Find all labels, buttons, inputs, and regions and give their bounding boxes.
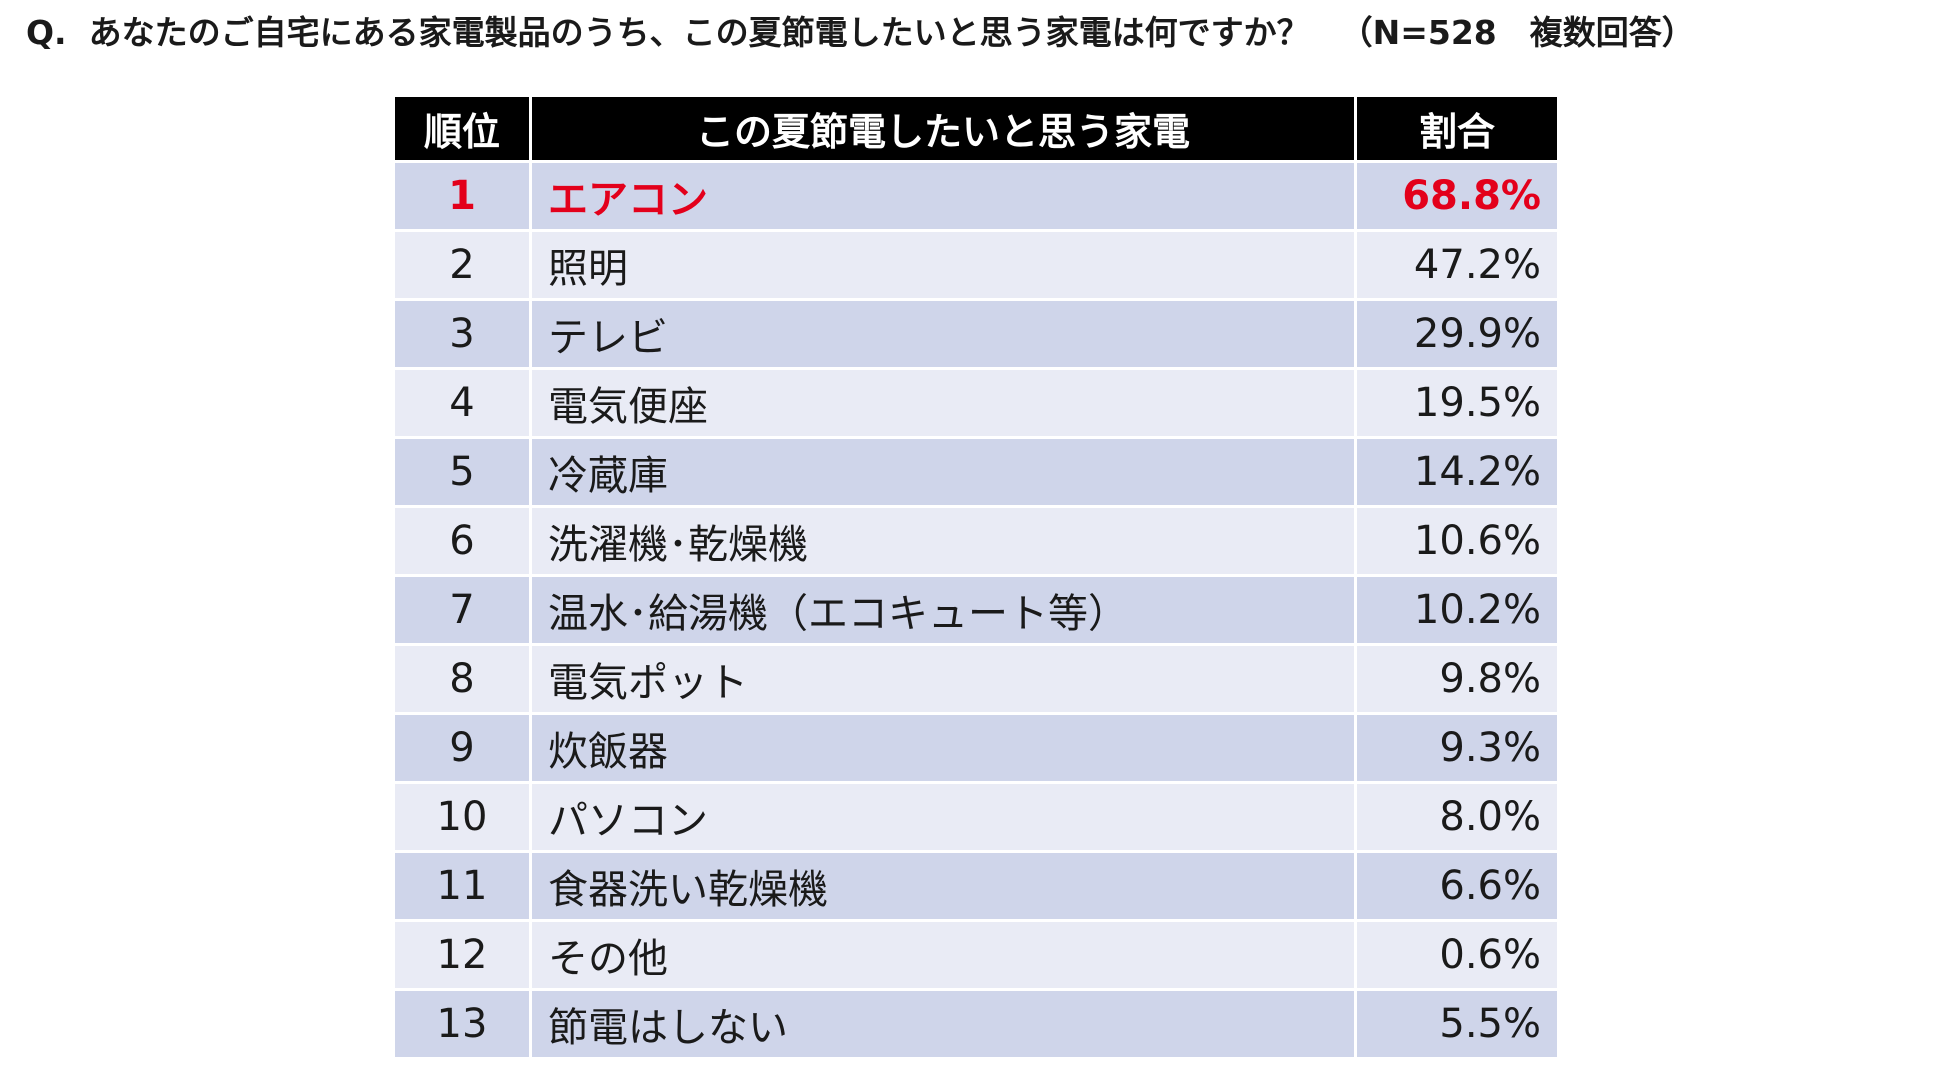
rank-cell: 1	[392, 160, 532, 232]
pct-cell: 29.9%	[1354, 298, 1560, 370]
pct-cell: 6.6%	[1354, 850, 1560, 922]
table-row: 12 その他 0.6%	[392, 919, 1560, 991]
table-row: 8 電気ポット 9.8%	[392, 643, 1560, 715]
question-prefix: Q.	[26, 13, 67, 52]
rank-cell: 8	[392, 643, 532, 715]
item-cell: 電気便座	[529, 367, 1357, 439]
pct-cell: 10.6%	[1354, 505, 1560, 577]
rank-cell: 13	[392, 988, 532, 1060]
table-row: 11 食器洗い乾燥機 6.6%	[392, 850, 1560, 922]
table-row: 3 テレビ 29.9%	[392, 298, 1560, 370]
rank-cell: 3	[392, 298, 532, 370]
question-note: （N=528 複数回答）	[1339, 13, 1695, 52]
item-cell: 炊飯器	[529, 712, 1357, 784]
rank-cell: 9	[392, 712, 532, 784]
table-row: 4 電気便座 19.5%	[392, 367, 1560, 439]
item-cell: 食器洗い乾燥機	[529, 850, 1357, 922]
item-cell: 温水･給湯機（エコキュート等）	[529, 574, 1357, 646]
item-cell: 洗濯機･乾燥機	[529, 505, 1357, 577]
rank-cell: 6	[392, 505, 532, 577]
item-cell: 照明	[529, 229, 1357, 301]
pct-cell: 47.2%	[1354, 229, 1560, 301]
pct-cell: 9.3%	[1354, 712, 1560, 784]
header-item: この夏節電したいと思う家電	[529, 94, 1357, 163]
pct-cell: 0.6%	[1354, 919, 1560, 991]
item-cell: 冷蔵庫	[529, 436, 1357, 508]
table-row: 5 冷蔵庫 14.2%	[392, 436, 1560, 508]
table-body: 1 エアコン 68.8% 2 照明 47.2% 3 テレビ 29.9% 4 電気便座 19.5% 5 冷蔵…	[392, 160, 1560, 1060]
ranking-table: 順位 この夏節電したいと思う家電 割合 1 エアコン 68.8% 2 照明 47.2% 3 テ…	[392, 94, 1560, 1060]
question-title: Q. あなたのご自宅にある家電製品のうち、この夏節電したいと思う家電は何ですか？ （…	[26, 8, 1695, 58]
item-cell: 電気ポット	[529, 643, 1357, 715]
rank-cell: 2	[392, 229, 532, 301]
rank-cell: 5	[392, 436, 532, 508]
table-header-row: 順位 この夏節電したいと思う家電 割合	[392, 94, 1560, 163]
rank-cell: 7	[392, 574, 532, 646]
pct-cell: 5.5%	[1354, 988, 1560, 1060]
table-row: 2 照明 47.2%	[392, 229, 1560, 301]
rank-cell: 4	[392, 367, 532, 439]
item-cell: パソコン	[529, 781, 1357, 853]
pct-cell: 9.8%	[1354, 643, 1560, 715]
table-row: 10 パソコン 8.0%	[392, 781, 1560, 853]
pct-cell: 14.2%	[1354, 436, 1560, 508]
table-row: 13 節電はしない 5.5%	[392, 988, 1560, 1060]
item-cell: エアコン	[529, 160, 1357, 232]
question-text: あなたのご自宅にある家電製品のうち、この夏節電したいと思う家電は何ですか？	[88, 13, 1310, 52]
table-row: 6 洗濯機･乾燥機 10.6%	[392, 505, 1560, 577]
pct-cell: 8.0%	[1354, 781, 1560, 853]
item-cell: 節電はしない	[529, 988, 1357, 1060]
header-pct: 割合	[1354, 94, 1560, 163]
table-row: 9 炊飯器 9.3%	[392, 712, 1560, 784]
rank-cell: 12	[392, 919, 532, 991]
item-cell: テレビ	[529, 298, 1357, 370]
item-cell: その他	[529, 919, 1357, 991]
pct-cell: 19.5%	[1354, 367, 1560, 439]
pct-cell: 68.8%	[1354, 160, 1560, 232]
rank-cell: 10	[392, 781, 532, 853]
table-row: 7 温水･給湯機（エコキュート等） 10.2%	[392, 574, 1560, 646]
table-row: 1 エアコン 68.8%	[392, 160, 1560, 232]
header-rank: 順位	[392, 94, 532, 163]
rank-cell: 11	[392, 850, 532, 922]
pct-cell: 10.2%	[1354, 574, 1560, 646]
